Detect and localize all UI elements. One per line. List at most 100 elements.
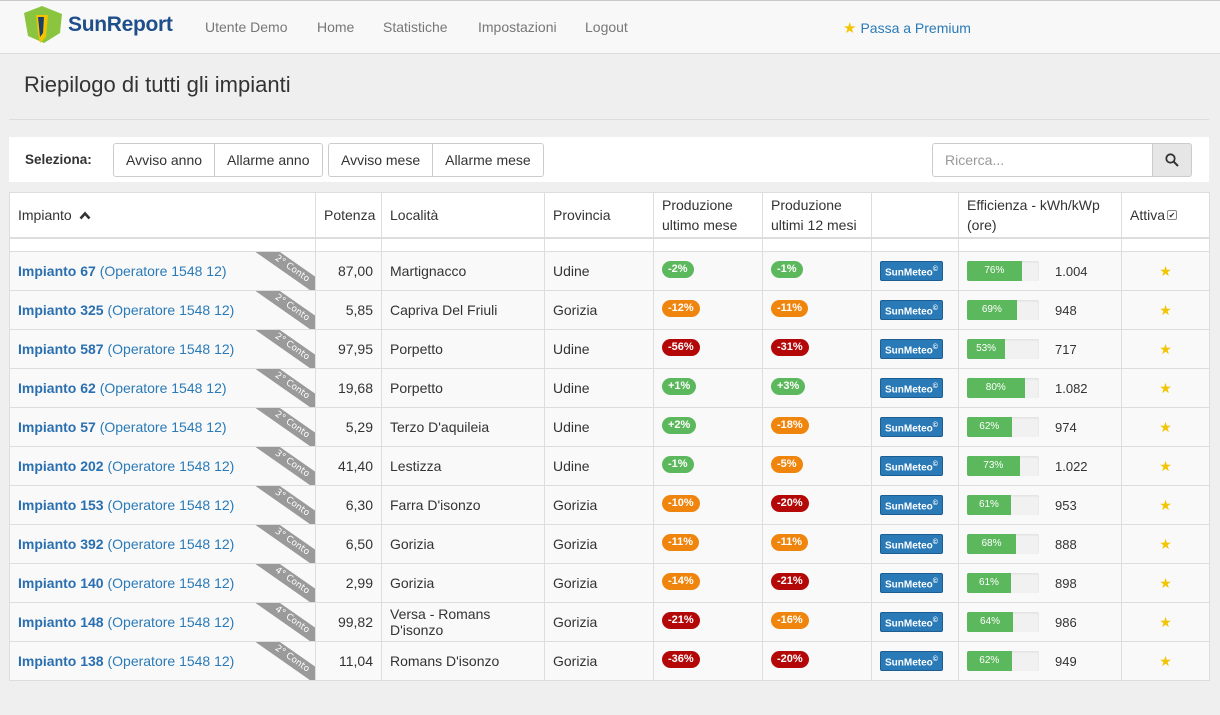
prod-12-cell: +3% (762, 368, 872, 408)
localita-cell: Lestizza (381, 446, 545, 486)
operator-link[interactable]: (Operatore 1548 12) (107, 653, 235, 669)
sunmeteo-button[interactable]: SunMeteo© (880, 299, 943, 321)
plant-link[interactable]: Impianto 587 (18, 341, 104, 357)
potenza-cell: 87,00 (315, 251, 382, 291)
operator-link[interactable]: (Operatore 1548 12) (107, 458, 235, 474)
sunmeteo-label: SunMeteo (885, 462, 933, 474)
col-localita[interactable]: Località (381, 192, 545, 239)
potenza-cell: 6,30 (315, 485, 382, 525)
col-impianto[interactable]: Impianto (9, 192, 316, 239)
col-efficienza[interactable]: Efficienza - kWh/kWp (ore) (958, 192, 1122, 239)
top-navbar: SunReport Utente Demo Home Statistiche I… (0, 0, 1220, 54)
nav-user[interactable]: Utente Demo (205, 19, 288, 35)
plant-link[interactable]: Impianto 325 (18, 302, 104, 318)
efficienza-cell: 62% 974 (958, 407, 1122, 447)
plant-link[interactable]: Impianto 202 (18, 458, 104, 474)
efficiency-value: 898 (1055, 575, 1077, 591)
premium-link[interactable]: ★ Passa a Premium (843, 19, 971, 37)
sunmeteo-button[interactable]: SunMeteo© (880, 650, 943, 672)
active-star-icon[interactable]: ★ (1121, 251, 1210, 291)
plant-link[interactable]: Impianto 62 (18, 380, 96, 396)
avviso-mese-button[interactable]: Avviso mese (328, 143, 434, 177)
col-provincia[interactable]: Provincia (544, 192, 654, 239)
plant-link[interactable]: Impianto 138 (18, 653, 104, 669)
provincia-cell: Udine (544, 407, 654, 447)
active-star-icon[interactable]: ★ (1121, 524, 1210, 564)
plant-link[interactable]: Impianto 140 (18, 575, 104, 591)
prod-mese-badge: +1% (662, 377, 697, 395)
plant-link[interactable]: Impianto 57 (18, 419, 96, 435)
active-star-icon[interactable]: ★ (1121, 290, 1210, 330)
plant-link[interactable]: Impianto 153 (18, 497, 104, 513)
efficiency-value: 948 (1055, 302, 1077, 318)
brand-logo[interactable]: SunReport (22, 4, 173, 46)
sunmeteo-button[interactable]: SunMeteo© (880, 533, 943, 555)
sunmeteo-button[interactable]: SunMeteo© (880, 611, 943, 633)
active-star-icon[interactable]: ★ (1121, 641, 1210, 681)
table-row: Impianto 57 (Operatore 1548 12) 2° Conto 5… (9, 407, 1210, 447)
col-attiva[interactable]: Attiva ✔ (1121, 192, 1210, 239)
nav-statistiche[interactable]: Statistiche (383, 19, 448, 35)
efficiency-bar-fill: 61% (967, 573, 1011, 593)
prod-mese-cell: +1% (653, 368, 763, 408)
allarme-anno-button[interactable]: Allarme anno (215, 143, 323, 177)
operator-link[interactable]: (Operatore 1548 12) (107, 341, 235, 357)
sunmeteo-button[interactable]: SunMeteo© (880, 260, 943, 282)
prod-mese-cell: -12% (653, 290, 763, 330)
active-star-icon[interactable]: ★ (1121, 446, 1210, 486)
impianto-cell: Impianto 202 (Operatore 1548 12) 3° Conto (9, 446, 316, 486)
plant-link[interactable]: Impianto 67 (18, 263, 96, 279)
active-star-icon[interactable]: ★ (1121, 407, 1210, 447)
active-star-icon[interactable]: ★ (1121, 485, 1210, 525)
sunmeteo-button[interactable]: SunMeteo© (880, 416, 943, 438)
table-row: Impianto 153 (Operatore 1548 12) 3° Conto… (9, 485, 1210, 525)
prod-mese-cell: -14% (653, 563, 763, 603)
efficiency-bar-fill: 80% (967, 378, 1025, 398)
table-row: Impianto 140 (Operatore 1548 12) 4° Conto… (9, 563, 1210, 603)
operator-link[interactable]: (Operatore 1548 12) (107, 536, 235, 552)
nav-impostazioni[interactable]: Impostazioni (478, 19, 557, 35)
nav-home[interactable]: Home (317, 19, 355, 35)
col-potenza[interactable]: Potenza (315, 192, 382, 239)
filter-toolbar: Seleziona: Avviso anno Allarme anno Avvi… (9, 137, 1209, 182)
col-prod-12[interactable]: Produzione ultimi 12 mesi (762, 192, 872, 239)
sunmeteo-button[interactable]: SunMeteo© (880, 572, 943, 594)
operator-link[interactable]: (Operatore 1548 12) (99, 380, 227, 396)
operator-link[interactable]: (Operatore 1548 12) (107, 575, 235, 591)
nav-logout[interactable]: Logout (585, 19, 628, 35)
search-input[interactable] (932, 143, 1153, 177)
sunmeteo-button[interactable]: SunMeteo© (880, 455, 943, 477)
impianto-cell: Impianto 140 (Operatore 1548 12) 4° Conto (9, 563, 316, 603)
avviso-anno-button[interactable]: Avviso anno (113, 143, 216, 177)
sunmeteo-button[interactable]: SunMeteo© (880, 377, 943, 399)
prod-mese-badge: -2% (662, 260, 694, 278)
plant-link[interactable]: Impianto 148 (18, 614, 104, 630)
prod-mese-badge: -56% (662, 338, 700, 356)
page-title: Riepilogo di tutti gli impianti (24, 72, 291, 97)
brand-name: SunReport (68, 13, 173, 36)
select-label: Seleziona: (25, 152, 92, 167)
sunmeteo-button[interactable]: SunMeteo© (880, 338, 943, 360)
attiva-checkbox[interactable]: ✔ (1167, 209, 1178, 220)
efficiency-bar-fill: 69% (967, 300, 1017, 320)
sunmeteo-button[interactable]: SunMeteo© (880, 494, 943, 516)
col-prod-mese[interactable]: Produzione ultimo mese (653, 192, 763, 239)
allarme-mese-button[interactable]: Allarme mese (433, 143, 544, 177)
efficiency-pct: 76% (984, 265, 1005, 276)
prod-mese-badge: -1% (662, 455, 694, 473)
operator-link[interactable]: (Operatore 1548 12) (107, 614, 235, 630)
prod-12-badge: -20% (771, 494, 809, 512)
search-button[interactable] (1153, 143, 1192, 177)
efficiency-pct: 61% (978, 499, 999, 510)
potenza-cell: 11,04 (315, 641, 382, 681)
operator-link[interactable]: (Operatore 1548 12) (107, 302, 235, 318)
efficiency-bar: 73% (967, 456, 1039, 476)
active-star-icon[interactable]: ★ (1121, 329, 1210, 369)
plant-link[interactable]: Impianto 392 (18, 536, 104, 552)
operator-link[interactable]: (Operatore 1548 12) (99, 263, 227, 279)
operator-link[interactable]: (Operatore 1548 12) (99, 419, 227, 435)
operator-link[interactable]: (Operatore 1548 12) (107, 497, 235, 513)
active-star-icon[interactable]: ★ (1121, 563, 1210, 603)
active-star-icon[interactable]: ★ (1121, 602, 1210, 642)
active-star-icon[interactable]: ★ (1121, 368, 1210, 408)
